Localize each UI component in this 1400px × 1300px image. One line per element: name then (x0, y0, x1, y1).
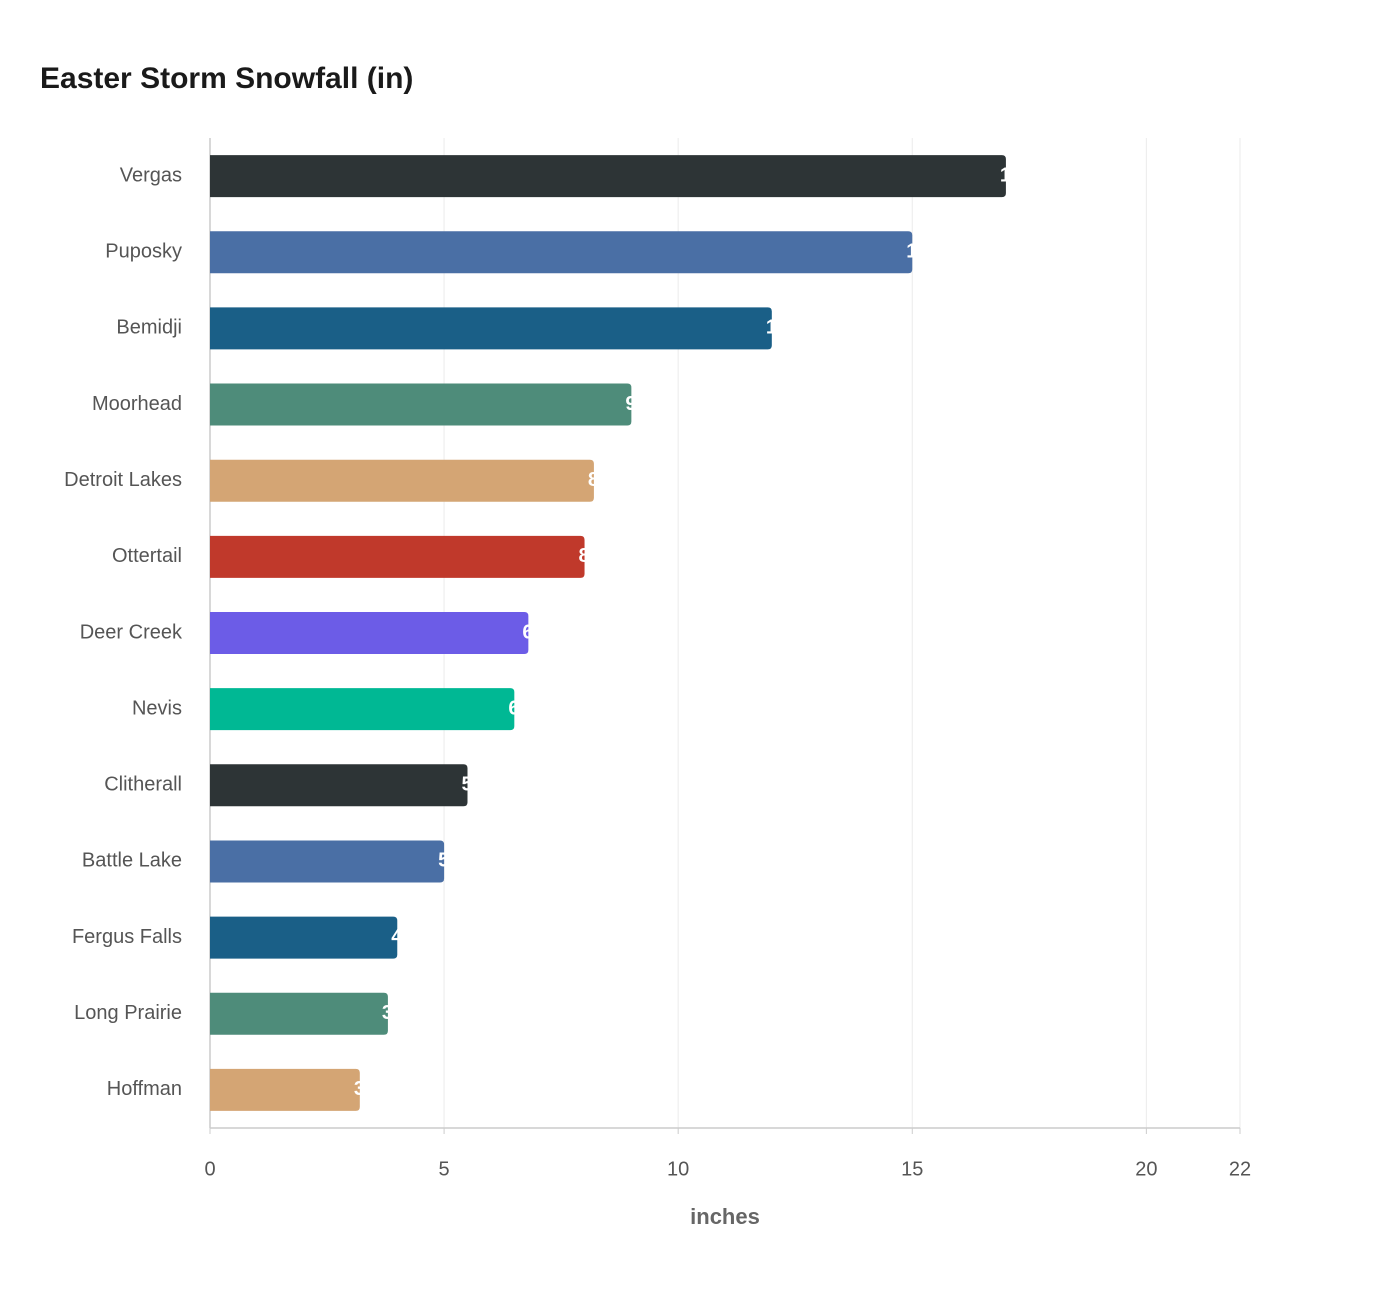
bar (210, 535, 585, 578)
bar (210, 612, 529, 654)
bar (210, 916, 398, 959)
bar (210, 688, 515, 731)
y-tick-label: Deer Creek (80, 621, 183, 643)
y-tick-label: Ottertail (112, 545, 182, 567)
y-tick-label: Hoffman (107, 1078, 182, 1100)
y-tick-label: Long Prairie (74, 1002, 182, 1024)
y-tick-label: Battle Lake (82, 850, 182, 872)
chart-title: Easter Storm Snowfall (in) (40, 62, 413, 95)
bar (210, 383, 632, 426)
value-label: 15 (906, 241, 928, 263)
y-tick-label: Fergus Falls (72, 926, 182, 948)
bar (210, 459, 594, 502)
bar (210, 764, 468, 807)
value-label: 3.8 (382, 1002, 410, 1024)
y-tick-label: Detroit Lakes (64, 469, 182, 491)
y-tick-label: Vergas (120, 164, 182, 186)
value-label: 5.5 (462, 774, 490, 796)
value-label: 8 (579, 545, 590, 567)
value-label: 3.2 (354, 1078, 382, 1100)
bar (210, 155, 1006, 198)
y-tick-label: Bemidji (116, 317, 182, 339)
value-label: 17 (1000, 164, 1022, 186)
bar (210, 1068, 360, 1111)
y-tick-label: Nevis (132, 697, 182, 719)
bar (210, 992, 388, 1035)
value-label: 9 (625, 393, 636, 415)
x-tick-label: 10 (667, 1158, 689, 1180)
x-tick-label: 20 (1135, 1158, 1157, 1180)
x-tick-label: 0 (204, 1158, 215, 1180)
y-tick-label: Puposky (105, 241, 182, 263)
bar (210, 231, 913, 274)
x-axis-label: inches (690, 1204, 760, 1229)
y-tick-label: Clitherall (104, 774, 182, 796)
y-tick-label: Moorhead (92, 393, 182, 415)
value-label: 6.8 (522, 621, 550, 643)
value-label: 4 (391, 926, 403, 948)
value-label: 5 (438, 850, 449, 872)
x-tick-label: 5 (439, 1158, 450, 1180)
x-tick-label: 15 (901, 1158, 923, 1180)
bar (210, 840, 445, 883)
x-tick-label: 22 (1229, 1158, 1251, 1180)
bar (210, 307, 772, 350)
value-label: 12 (766, 317, 788, 339)
value-label: 8.2 (588, 469, 616, 491)
value-label: 6.5 (508, 697, 536, 719)
